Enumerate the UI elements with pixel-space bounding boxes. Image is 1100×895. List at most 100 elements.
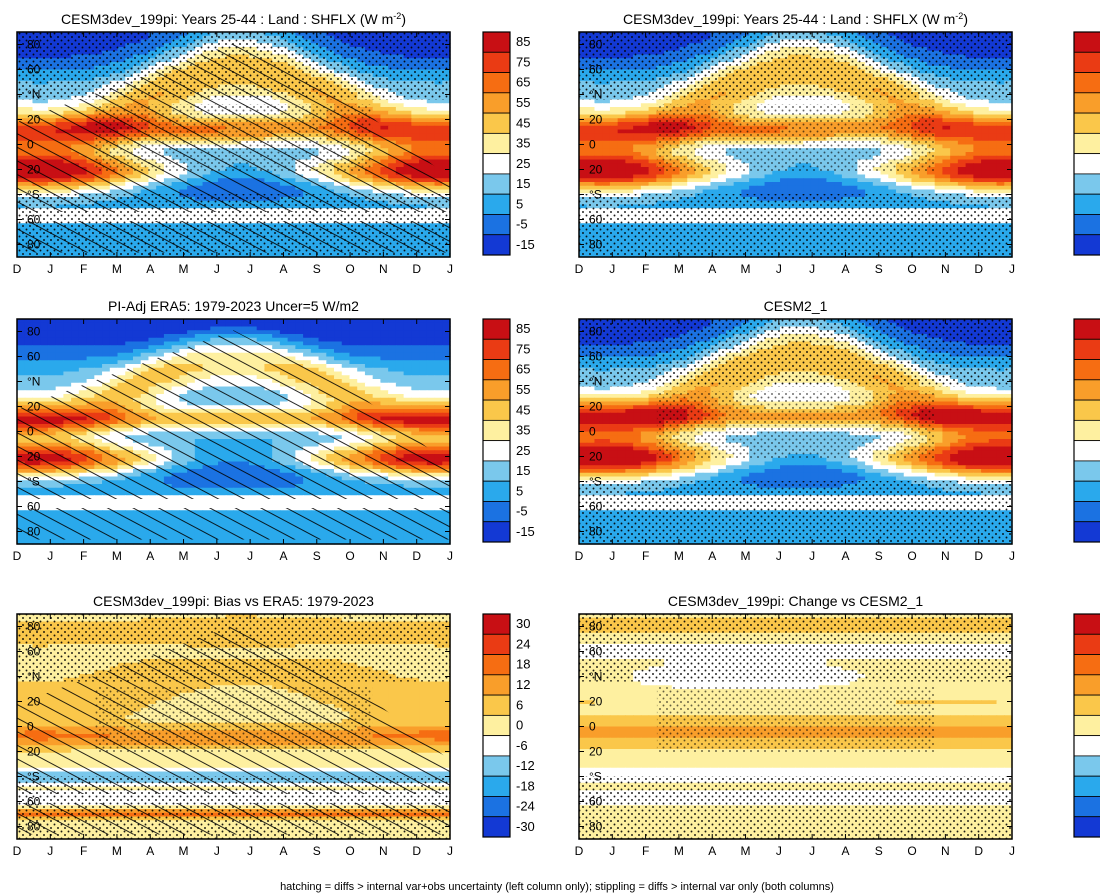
colorbar-frame — [482, 31, 511, 256]
field-cell — [411, 144, 420, 149]
field-cell — [625, 99, 634, 104]
field-cell — [602, 110, 611, 116]
field-cell — [442, 137, 451, 142]
field-cell — [957, 118, 967, 123]
field-cell — [803, 99, 812, 104]
field-cell — [934, 99, 944, 104]
field-cell — [388, 110, 397, 116]
field-cell — [411, 125, 420, 131]
field-cell — [640, 114, 650, 119]
field-cell — [419, 129, 428, 134]
field-cell — [957, 103, 967, 108]
field-cell — [594, 129, 603, 134]
field-cell — [395, 133, 405, 138]
field-cell — [950, 107, 959, 112]
field-cell — [426, 125, 436, 131]
colorbar-label: -15 — [516, 237, 535, 252]
field-cell — [957, 99, 967, 104]
field-cell — [388, 103, 397, 108]
field-cell — [442, 114, 451, 119]
field-cell — [609, 133, 619, 138]
field-cell — [957, 125, 967, 131]
field-cell — [950, 122, 959, 127]
field-cell — [411, 110, 420, 116]
field-cell — [579, 110, 588, 116]
field-cell — [419, 110, 428, 116]
field-cell — [718, 99, 727, 104]
field-cell — [981, 110, 990, 116]
field-cell — [1004, 125, 1013, 131]
field-cell — [602, 122, 611, 127]
field-cell — [434, 129, 443, 134]
x-tick-label: D — [412, 262, 421, 276]
field-cell — [826, 99, 835, 104]
field-cell — [617, 125, 626, 131]
field-cell — [950, 114, 959, 119]
y-tick-label: 80 — [27, 38, 41, 52]
field-cell — [442, 163, 451, 168]
field-cell — [648, 129, 657, 134]
field-cell — [426, 114, 436, 119]
field-cell — [442, 110, 451, 116]
field-cell — [586, 99, 596, 104]
field-cell — [988, 103, 998, 108]
field-cell — [988, 107, 998, 112]
field-cell — [17, 118, 26, 123]
panel-title-main: CESM3dev_199pi: Years 25-44 : Land : SHF… — [61, 11, 393, 27]
field-cell — [32, 99, 41, 104]
field-cell — [988, 99, 998, 104]
field-cell — [380, 103, 389, 108]
colorbar-bin — [482, 31, 511, 53]
field-cell — [395, 103, 405, 108]
field-cell — [973, 107, 982, 112]
field-cell — [434, 118, 443, 123]
y-tick-label: 80 — [27, 238, 41, 252]
field-cell — [403, 137, 412, 142]
field-cell — [988, 122, 998, 127]
field-cell — [973, 122, 982, 127]
field-cell — [988, 118, 998, 123]
field-cell — [756, 99, 766, 104]
field-cell — [411, 137, 420, 142]
field-cell — [934, 114, 944, 119]
field-cell — [950, 129, 959, 134]
field-cell — [395, 122, 405, 127]
field-cell — [594, 118, 603, 123]
field-cell — [981, 107, 990, 112]
field-cell — [434, 148, 443, 153]
field-cell — [633, 103, 642, 108]
field-cell — [426, 129, 436, 134]
field-cell — [609, 118, 619, 123]
panel-title: CESM3dev_199pi: Years 25-44 : Land : SHF… — [61, 11, 406, 27]
panel-title-end: ) — [963, 11, 968, 27]
y-tick-label: 60 — [27, 63, 41, 77]
colorbar-bin — [482, 132, 511, 155]
field-cell — [857, 99, 866, 104]
field-cell — [426, 133, 436, 138]
field-cell — [411, 103, 420, 108]
field-cell — [426, 103, 436, 108]
field-cell — [648, 103, 657, 108]
field-cell — [609, 99, 619, 104]
field-cell — [442, 170, 451, 176]
field-cell — [419, 103, 428, 108]
field-cell — [640, 118, 650, 123]
field-cell — [442, 129, 451, 134]
field-cell — [942, 129, 951, 134]
field-cell — [872, 99, 882, 104]
field-cell — [1004, 99, 1013, 104]
field-cell — [434, 107, 443, 112]
field-cell — [419, 152, 428, 157]
field-cell — [17, 107, 26, 112]
colorbar-label: 35 — [516, 136, 530, 151]
field-cell — [625, 114, 634, 119]
field-cell — [749, 99, 758, 104]
field-cell — [579, 122, 588, 127]
x-tick-label: J — [214, 262, 220, 276]
field-cell — [594, 133, 603, 138]
field-cell — [981, 129, 990, 134]
field-cell — [640, 129, 650, 134]
field-cell — [594, 99, 603, 104]
field-cell — [594, 125, 603, 131]
